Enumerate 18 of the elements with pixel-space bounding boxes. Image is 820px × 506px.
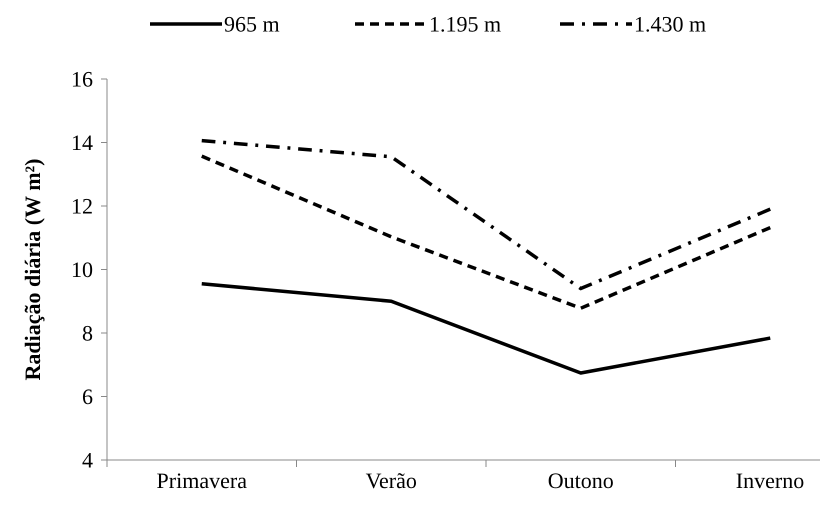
y-tick-label: 16 bbox=[71, 66, 93, 92]
y-tick-label: 8 bbox=[82, 320, 93, 346]
line-series bbox=[200, 154, 772, 310]
line-series bbox=[200, 138, 772, 290]
legend-label: 1.430 m bbox=[634, 12, 706, 37]
legend-label: 965 m bbox=[224, 12, 280, 37]
y-tick-label: 10 bbox=[71, 257, 93, 282]
y-tick-label: 4 bbox=[82, 448, 93, 473]
y-tick-label: 14 bbox=[71, 130, 93, 156]
legend-label: 1.195 m bbox=[429, 12, 502, 37]
x-tick-label: Verão bbox=[366, 468, 417, 493]
x-tick-label: Inverno bbox=[736, 468, 804, 493]
y-tick-label: 6 bbox=[82, 384, 93, 410]
y-axis-title: Radiação diária (W m²) bbox=[20, 158, 45, 380]
x-tick-label: Outono bbox=[548, 468, 614, 493]
line-series bbox=[200, 282, 772, 375]
y-tick-label: 12 bbox=[71, 194, 93, 219]
x-tick-label: Primavera bbox=[156, 468, 248, 493]
